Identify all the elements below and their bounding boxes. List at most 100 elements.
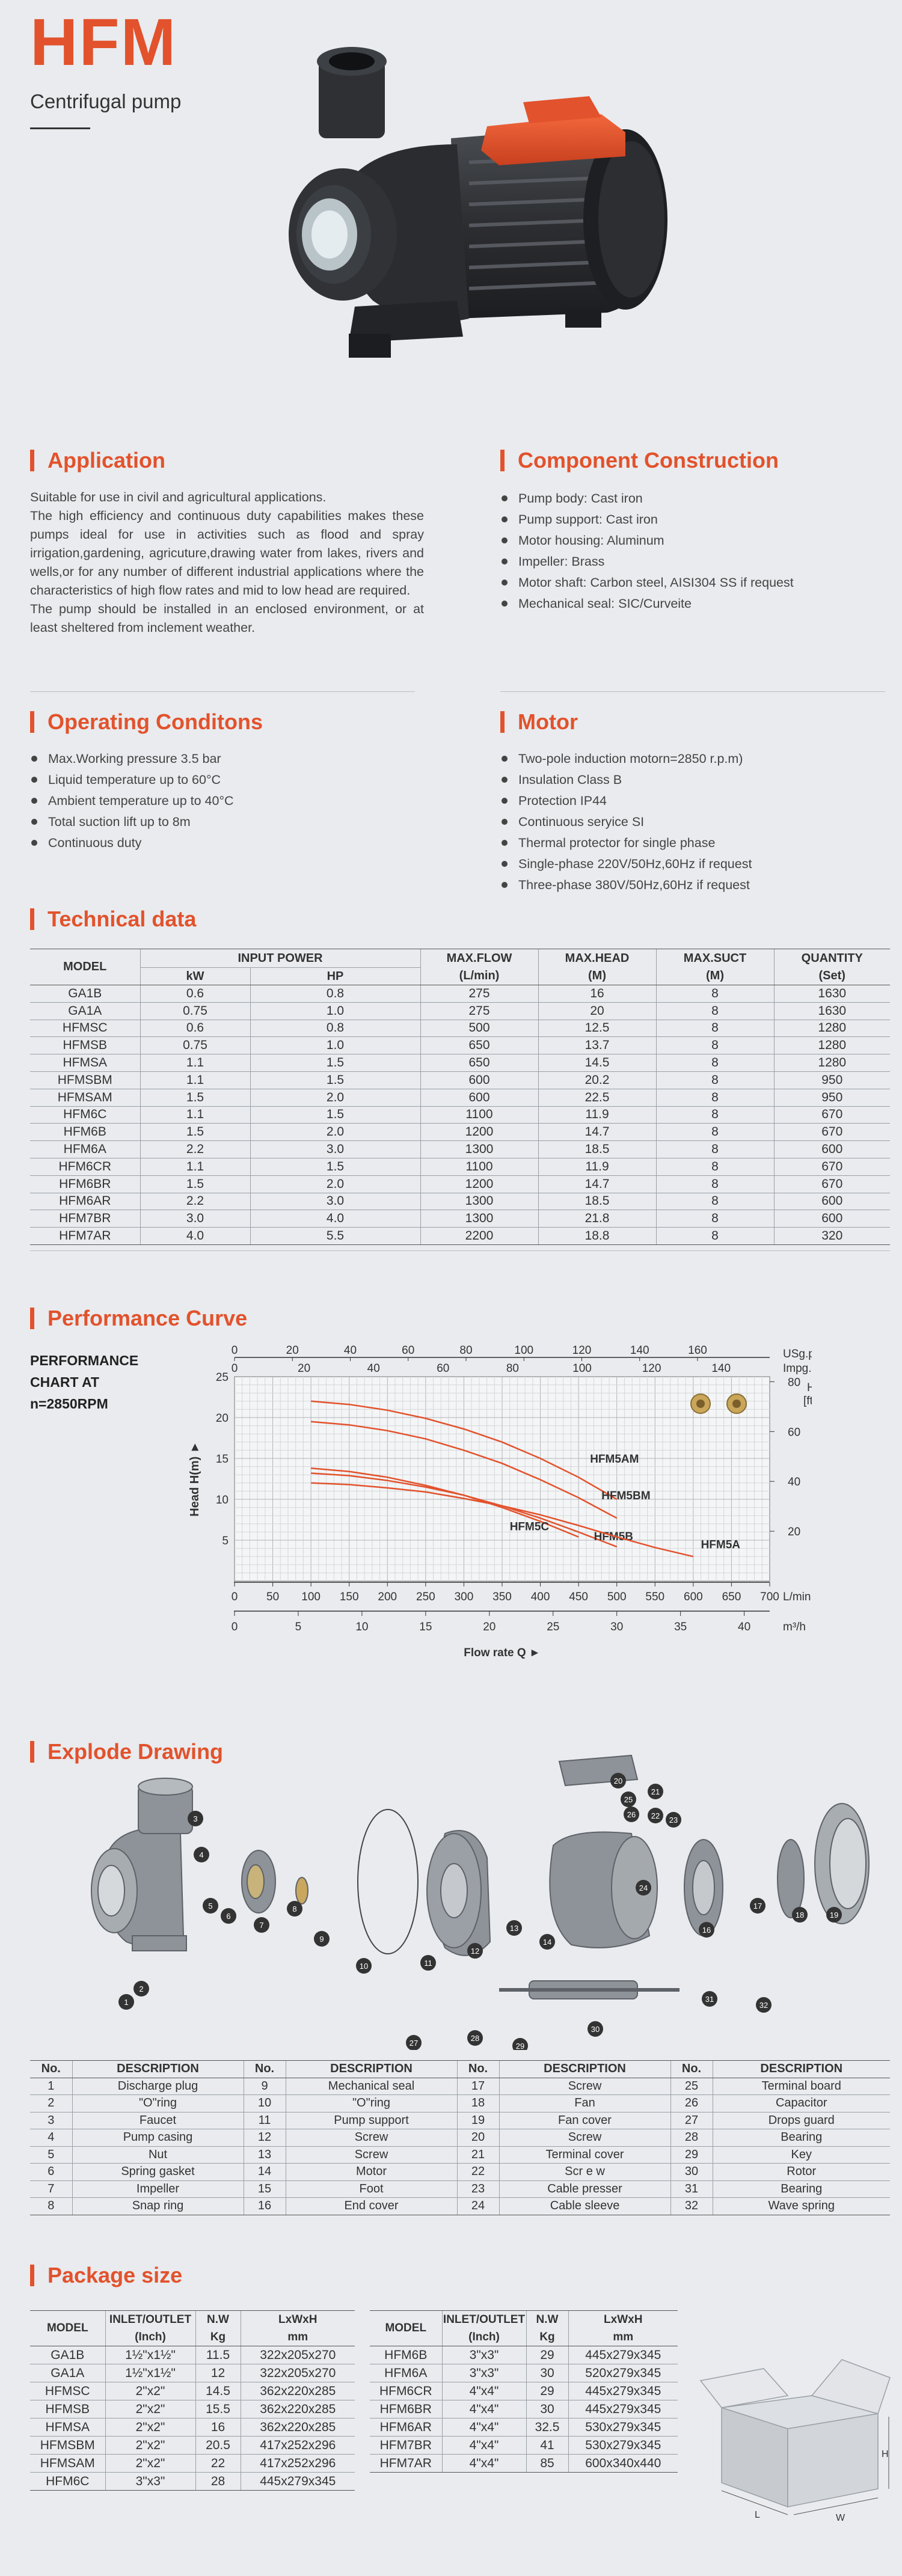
- brand-title: HFM: [30, 5, 177, 79]
- cell-description: Screw: [499, 2129, 670, 2147]
- cell-no: 21: [456, 2146, 499, 2164]
- col-nw-unit: Kg: [526, 2329, 568, 2346]
- cell-max-head: 14.7: [538, 1123, 656, 1142]
- cell-max-head: 11.9: [538, 1106, 656, 1124]
- callout-number: 26: [627, 1810, 636, 1819]
- cell-nw: 85: [526, 2454, 568, 2473]
- cell-nw: 22: [195, 2454, 241, 2473]
- cell-lwh: 530x279x345: [568, 2418, 678, 2437]
- col-input-power: INPUT POWER: [140, 949, 420, 968]
- table-row: HFM6A 2.2 3.0 1300 18.5 8 600: [30, 1140, 890, 1158]
- application-paragraph: The pump should be installed in an enclo…: [30, 602, 424, 635]
- cell-inlet-outlet: 4"x4": [441, 2436, 526, 2455]
- cell-max-suct: 8: [655, 985, 774, 1003]
- technical-table-body: GA1B 0.6 0.8 275 16 8 1630 GA1A 0.75 1.0 275 20 8 163…: [30, 985, 890, 1245]
- callout-number: 29: [516, 2042, 524, 2050]
- callout-number: 9: [319, 1935, 324, 1944]
- callout-marker: [588, 2021, 603, 2037]
- package-table-left: MODEL INLET/OUTLET N.W LxWxH (Inch) Kg m…: [30, 2310, 355, 2491]
- col-description: DESCRIPTION: [285, 2060, 457, 2078]
- component-list: Pump body: Cast iron Pump support: Cast …: [500, 488, 885, 614]
- cell-model: HFMSBM: [30, 1071, 140, 1089]
- callout-marker: [648, 1808, 663, 1823]
- cell-hp: 3.0: [250, 1193, 420, 1211]
- application-heading: Application: [30, 448, 165, 473]
- col-max-suct: MAX.SUCT: [655, 949, 774, 968]
- x2-tick-label: 35: [674, 1621, 687, 1633]
- right-unit-label: [ft]: [803, 1395, 812, 1407]
- callout-number: 10: [360, 1962, 368, 1971]
- table-row: HFM6CR 1.1 1.5 1100 11.9 8 670: [30, 1158, 890, 1176]
- cell-inlet-outlet: 2"x2": [105, 2436, 195, 2455]
- cell-no: 3: [30, 2112, 72, 2129]
- cell-max-head: 20.2: [538, 1071, 656, 1089]
- x2-tick-label: 5: [295, 1621, 302, 1633]
- cell-max-suct: 8: [655, 1158, 774, 1176]
- top2-tick-label: 100: [572, 1362, 592, 1375]
- cell-kw: 1.5: [140, 1123, 250, 1142]
- performance-title: Performance Curve: [48, 1306, 248, 1330]
- cell-nw: 29: [526, 2346, 568, 2364]
- cell-description: Cable presser: [499, 2180, 670, 2198]
- explode-title: Explode Drawing: [48, 1739, 224, 1764]
- top1-tick-label: 160: [688, 1344, 707, 1357]
- heading-accent-bar: [30, 1741, 34, 1763]
- col-lwh-unit: mm: [568, 2329, 678, 2346]
- cell-no: 25: [670, 2078, 713, 2095]
- x2-tick-label: 0: [232, 1621, 238, 1633]
- callout-marker: [467, 1943, 483, 1959]
- x-tick-label: 250: [416, 1591, 435, 1603]
- box-l-label: L: [755, 2510, 760, 2520]
- cell-lwh: 445x279x345: [568, 2382, 678, 2400]
- callout-marker: [826, 1907, 842, 1923]
- cell-inlet-outlet: 4"x4": [441, 2454, 526, 2473]
- list-item: Motor housing: Aluminum: [500, 530, 885, 551]
- cell-model: HFM7BR: [30, 1210, 140, 1228]
- cell-max-flow: 600: [420, 1071, 538, 1089]
- cell-nw: 28: [195, 2472, 241, 2491]
- cell-no: 27: [670, 2112, 713, 2129]
- technical-data-table: MODEL INPUT POWER MAX.FLOW MAX.HEAD MAX.…: [30, 949, 890, 1245]
- cell-max-flow: 1300: [420, 1210, 538, 1228]
- callout-marker: [512, 2038, 528, 2050]
- callout-number: 24: [639, 1883, 648, 1892]
- cell-lwh: 322x205x270: [240, 2346, 355, 2364]
- x-tick-label: 150: [340, 1591, 359, 1603]
- table-row: GA1A 0.75 1.0 275 20 8 1630: [30, 1002, 890, 1020]
- cell-nw: 32.5: [526, 2418, 568, 2437]
- cell-hp: 2.0: [250, 1089, 420, 1107]
- cell-max-suct: 8: [655, 1020, 774, 1038]
- cell-max-head: 11.9: [538, 1158, 656, 1176]
- col-no: No.: [456, 2060, 499, 2078]
- cell-description: Screw: [499, 2078, 670, 2095]
- performance-note-line: CHART AT: [30, 1374, 99, 1390]
- callout-marker: [624, 1807, 639, 1822]
- col-model: MODEL: [370, 2310, 442, 2346]
- cell-max-flow: 275: [420, 1002, 538, 1020]
- cell-hp: 1.0: [250, 1036, 420, 1055]
- x2-unit-label: m³/h: [783, 1621, 806, 1633]
- table-row: HFM7BR 4"x4" 41 530x279x345: [370, 2436, 678, 2455]
- cell-nw: 15.5: [195, 2400, 241, 2418]
- col-hp: HP: [250, 967, 420, 985]
- x-axis-title: Flow rate Q ►: [464, 1647, 541, 1659]
- col-inlet-unit: (Inch): [441, 2329, 526, 2346]
- heading-accent-bar: [30, 711, 34, 733]
- col-kw: kW: [140, 967, 250, 985]
- y-tick-label: 25: [216, 1371, 229, 1384]
- cell-max-head: 12.5: [538, 1020, 656, 1038]
- cell-max-head: 18.5: [538, 1193, 656, 1211]
- callout-marker: [666, 1812, 681, 1828]
- pump-product-image: [289, 47, 667, 358]
- cell-lwh: 445x279x345: [568, 2400, 678, 2418]
- callout-marker: [287, 1901, 302, 1917]
- top1-tick-label: 120: [572, 1344, 592, 1357]
- callout-marker: [702, 1991, 717, 2007]
- callout-number: 16: [702, 1926, 711, 1935]
- table-row: HFM6CR 4"x4" 29 445x279x345: [370, 2382, 678, 2400]
- component-title: Component Construction: [518, 448, 779, 473]
- x2-tick-label: 10: [355, 1621, 368, 1633]
- list-item: Protection IP44: [500, 791, 885, 812]
- callout-number: 18: [796, 1911, 804, 1920]
